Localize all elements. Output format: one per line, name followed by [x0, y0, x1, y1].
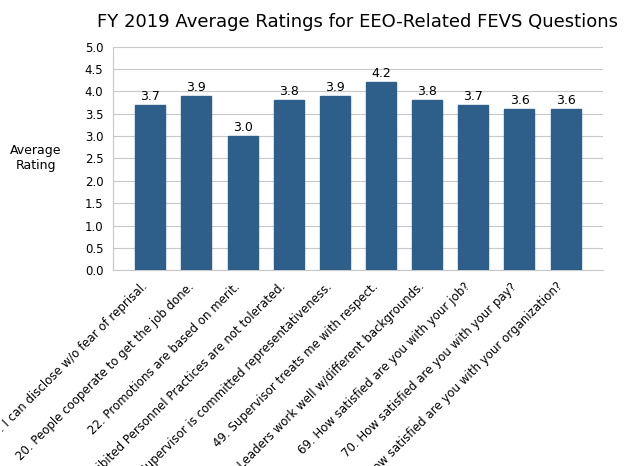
Bar — [135, 105, 165, 270]
Text: 3.7: 3.7 — [141, 89, 160, 103]
Text: 3.9: 3.9 — [325, 81, 345, 94]
Bar — [551, 109, 581, 270]
Bar — [320, 96, 350, 270]
Bar — [227, 136, 257, 270]
Bar — [181, 96, 212, 270]
Text: 3.7: 3.7 — [463, 89, 484, 103]
Title: FY 2019 Average Ratings for EEO-Related FEVS Questions: FY 2019 Average Ratings for EEO-Related … — [97, 13, 619, 31]
Text: 3.6: 3.6 — [509, 94, 529, 107]
Bar — [274, 100, 304, 270]
Text: 3.6: 3.6 — [556, 94, 575, 107]
Bar — [458, 105, 489, 270]
Text: 4.2: 4.2 — [371, 67, 391, 80]
Text: 3.0: 3.0 — [232, 121, 252, 134]
Text: 3.8: 3.8 — [279, 85, 299, 98]
Text: 3.9: 3.9 — [187, 81, 207, 94]
Text: 3.8: 3.8 — [417, 85, 437, 98]
Y-axis label: Average
Rating: Average Rating — [10, 144, 62, 172]
Bar — [504, 109, 534, 270]
Bar — [412, 100, 442, 270]
Bar — [366, 82, 396, 270]
